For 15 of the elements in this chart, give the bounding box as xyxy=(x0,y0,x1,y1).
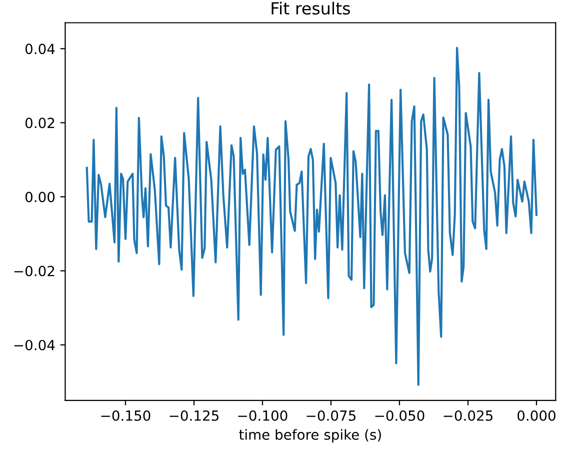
y-tick-label: 0.00 xyxy=(25,192,55,202)
x-tick-label: −0.150 xyxy=(101,410,150,421)
y-tick-label: 0.02 xyxy=(25,118,54,128)
x-tick-label: 0.000 xyxy=(518,410,556,421)
line-series xyxy=(86,46,538,386)
x-tick-label: −0.075 xyxy=(306,410,356,421)
x-tick-label: −0.050 xyxy=(375,410,424,421)
y-tick-label: 0.04 xyxy=(25,44,55,54)
x-tick-label: −0.025 xyxy=(444,410,492,421)
x-axis-title: time before spike (s) xyxy=(239,429,381,443)
y-tick-label: −0.04 xyxy=(14,340,55,350)
y-tick-label: −0.02 xyxy=(14,266,54,276)
chart-title: Fit results xyxy=(272,2,350,15)
x-tick-label: −0.125 xyxy=(170,410,218,421)
x-tick-label: −0.100 xyxy=(238,410,288,421)
